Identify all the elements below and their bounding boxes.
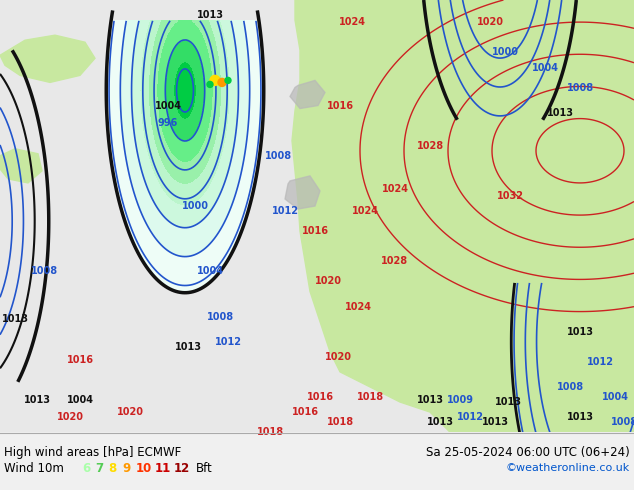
Text: 1018: 1018 [356, 392, 384, 402]
Text: Wind 10m: Wind 10m [4, 462, 64, 475]
Text: 1028: 1028 [382, 256, 408, 267]
Circle shape [210, 75, 220, 85]
Polygon shape [0, 149, 42, 183]
Polygon shape [285, 176, 320, 209]
Text: 1024: 1024 [382, 184, 408, 194]
Text: 1012: 1012 [214, 337, 242, 347]
Text: 11: 11 [155, 462, 171, 475]
Text: 1009: 1009 [446, 395, 474, 405]
Text: 1013: 1013 [495, 397, 522, 407]
Circle shape [225, 77, 231, 83]
Text: 1013: 1013 [427, 417, 453, 427]
Text: 1008: 1008 [557, 382, 583, 392]
Text: 1020: 1020 [477, 17, 503, 27]
Text: 1013: 1013 [547, 108, 574, 118]
Text: 1004: 1004 [531, 63, 559, 74]
Text: High wind areas [hPa] ECMWF: High wind areas [hPa] ECMWF [4, 446, 181, 459]
Text: 996: 996 [158, 118, 178, 127]
Text: 1013: 1013 [174, 342, 202, 352]
Text: 1024: 1024 [344, 301, 372, 312]
Text: 1016: 1016 [306, 392, 333, 402]
Text: 1028: 1028 [417, 141, 444, 151]
Text: 1020: 1020 [56, 412, 84, 422]
Text: 1008: 1008 [566, 83, 593, 94]
Text: 1000: 1000 [491, 47, 519, 57]
Circle shape [218, 78, 226, 86]
Text: 1013: 1013 [567, 327, 593, 337]
Text: 1004: 1004 [67, 395, 93, 405]
Polygon shape [365, 0, 450, 60]
Polygon shape [130, 55, 175, 91]
Text: 1013: 1013 [197, 10, 224, 20]
Text: 1018: 1018 [327, 417, 354, 427]
Text: 1016: 1016 [327, 100, 354, 111]
Text: 1020: 1020 [325, 352, 351, 362]
Text: 1008: 1008 [611, 417, 634, 427]
Text: 1016: 1016 [302, 226, 328, 236]
Text: 1004: 1004 [155, 100, 181, 111]
Text: 9: 9 [122, 462, 130, 475]
Text: 1020: 1020 [117, 407, 143, 417]
Text: 1016: 1016 [292, 407, 318, 417]
Text: 1008: 1008 [32, 267, 58, 276]
Text: 6: 6 [82, 462, 90, 475]
Text: 1013: 1013 [1, 314, 29, 323]
Text: 1004: 1004 [602, 392, 628, 402]
Text: 1032: 1032 [496, 191, 524, 201]
Polygon shape [0, 35, 95, 82]
Text: 1018: 1018 [256, 427, 283, 437]
Text: 1016: 1016 [67, 355, 93, 365]
Circle shape [207, 81, 213, 87]
Text: 1024: 1024 [351, 206, 378, 216]
Text: 1012: 1012 [271, 206, 299, 216]
Polygon shape [290, 80, 325, 109]
Text: 1013: 1013 [567, 412, 593, 422]
Text: 1012: 1012 [586, 357, 614, 367]
Text: ©weatheronline.co.uk: ©weatheronline.co.uk [506, 463, 630, 473]
Text: 8: 8 [108, 462, 116, 475]
Text: 12: 12 [174, 462, 190, 475]
Text: 1008: 1008 [207, 312, 233, 321]
Text: 1000: 1000 [181, 201, 209, 211]
Text: 10: 10 [136, 462, 152, 475]
Text: 1013: 1013 [481, 417, 508, 427]
Text: 1008: 1008 [264, 151, 292, 161]
Text: 1004: 1004 [197, 267, 224, 276]
Text: 1013: 1013 [417, 395, 444, 405]
Text: 1024: 1024 [339, 17, 365, 27]
Text: 7: 7 [95, 462, 103, 475]
Text: 1013: 1013 [23, 395, 51, 405]
Polygon shape [292, 0, 634, 432]
Text: 1012: 1012 [456, 412, 484, 422]
Text: Bft: Bft [196, 462, 213, 475]
Polygon shape [138, 91, 175, 119]
Text: Sa 25-05-2024 06:00 UTC (06+24): Sa 25-05-2024 06:00 UTC (06+24) [426, 446, 630, 459]
Text: 1020: 1020 [314, 276, 342, 287]
